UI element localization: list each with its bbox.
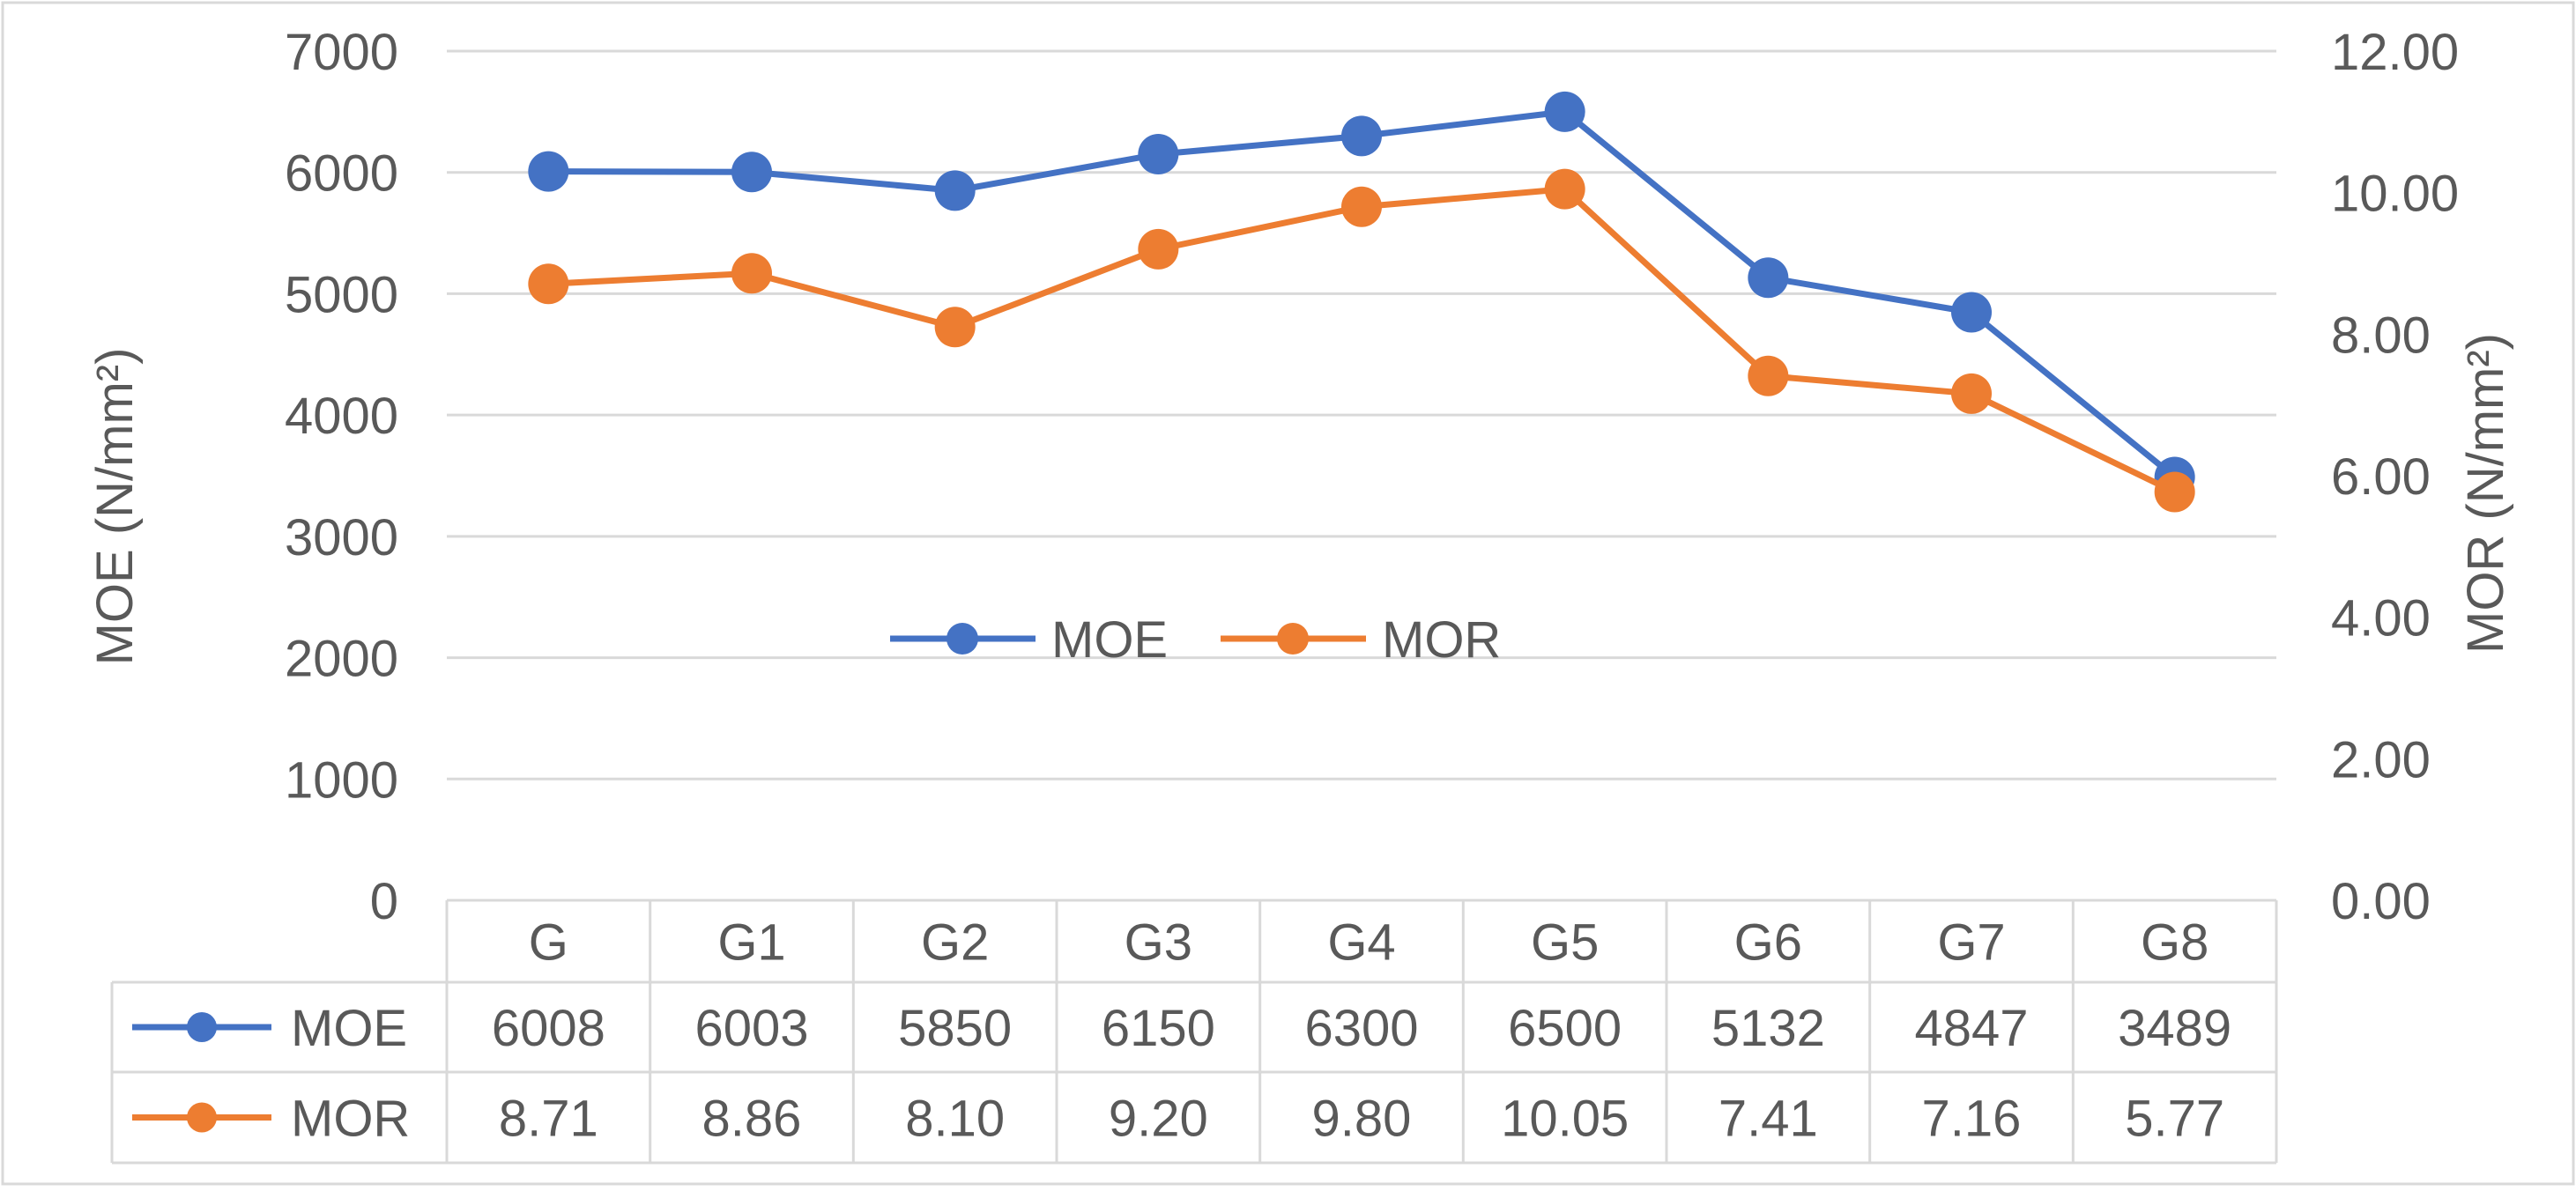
y-right-tick-label: 2.00 <box>2331 731 2431 788</box>
legend-label: MOR <box>1382 611 1501 669</box>
y-right-tick-label: 0.00 <box>2331 873 2431 930</box>
x-tick-label: G <box>529 914 568 972</box>
data-point-moe <box>934 170 976 211</box>
data-point-moe <box>1748 257 1789 299</box>
table-cell-value: 8.86 <box>702 1091 802 1148</box>
x-tick-label: G8 <box>2141 914 2209 972</box>
table-cell-value: 9.80 <box>1312 1091 1412 1148</box>
data-point-mor <box>1951 373 1992 414</box>
y-right-tick-label: 6.00 <box>2331 448 2431 506</box>
table-cell-value: 3489 <box>2118 1000 2231 1057</box>
legend-key-marker <box>947 623 978 655</box>
y-left-tick-label: 1000 <box>285 751 398 809</box>
y-left-tick-label: 7000 <box>285 24 398 81</box>
data-point-moe <box>1951 292 1992 333</box>
y-left-tick-label: 3000 <box>285 509 398 566</box>
table-cell-value: 6150 <box>1102 1000 1215 1057</box>
data-point-mor <box>528 263 569 305</box>
legend-label: MOE <box>1051 611 1168 669</box>
data-point-mor <box>1544 168 1585 210</box>
data-point-mor <box>731 253 772 294</box>
y-left-tick-label: 4000 <box>285 388 398 445</box>
x-tick-label: G3 <box>1125 914 1192 972</box>
table-legend-key-marker <box>187 1012 217 1042</box>
table-cell-value: 5.77 <box>2125 1091 2224 1148</box>
data-point-mor <box>2154 471 2195 513</box>
y-axis-right-label: MOR (N/mm²) <box>2457 333 2514 654</box>
table-cell-value: 8.71 <box>499 1091 598 1148</box>
data-point-moe <box>731 152 772 193</box>
table-legend-key-marker <box>187 1102 217 1133</box>
y-left-tick-label: 0 <box>370 873 398 930</box>
data-point-moe <box>1341 115 1382 157</box>
data-table: G G1 G2 G3 G4 G5 G6 G7 G8 MOE 6008 6003 5850 6150 6300… <box>110 899 2278 1165</box>
y-right-tick-label: 10.00 <box>2331 166 2459 223</box>
data-point-moe <box>528 151 569 192</box>
table-series-name: MOR <box>291 1091 410 1148</box>
legend-key-marker <box>1277 623 1309 655</box>
data-point-mor <box>1748 355 1789 396</box>
y-right-tick-label: 12.00 <box>2331 24 2459 81</box>
x-tick-label: G4 <box>1327 914 1395 972</box>
legend: MOE MOR <box>890 611 1501 669</box>
y-right-tick-label: 4.00 <box>2331 590 2431 647</box>
table-cell-value: 6003 <box>694 1000 808 1057</box>
x-tick-label: G7 <box>1937 914 2005 972</box>
y-left-tick-label: 5000 <box>285 266 398 323</box>
data-point-mor <box>1341 186 1382 227</box>
data-point-moe <box>1544 91 1585 132</box>
table-cell-value: 4847 <box>1914 1000 2028 1057</box>
x-tick-label: G5 <box>1531 914 1599 972</box>
x-tick-label: G1 <box>717 914 785 972</box>
y-left-tick-label: 6000 <box>285 145 398 203</box>
gridlines <box>447 49 2276 780</box>
table-cell-value: 7.16 <box>1922 1091 2022 1148</box>
axes: MOE (N/mm²) MOR (N/mm²) 0 1000 2000 3000 400… <box>86 24 2514 930</box>
table-series-name: MOE <box>291 1000 407 1057</box>
x-tick-label: G2 <box>921 914 989 972</box>
table-cell-value: 5850 <box>898 1000 1012 1057</box>
table-cell-value: 6008 <box>492 1000 605 1057</box>
y-axis-left-label: MOE (N/mm²) <box>86 348 144 666</box>
table-cell-value: 6500 <box>1508 1000 1622 1057</box>
data-point-mor <box>1138 228 1179 270</box>
y-left-tick-label: 2000 <box>285 631 398 688</box>
data-point-moe <box>1138 134 1179 175</box>
table-cell-value: 10.05 <box>1501 1091 1629 1148</box>
data-point-mor <box>934 307 976 348</box>
x-tick-label: G6 <box>1734 914 1802 972</box>
table-cell-value: 8.10 <box>905 1091 1005 1148</box>
table-cell-value: 6300 <box>1304 1000 1418 1057</box>
y-right-tick-label: 8.00 <box>2331 307 2431 364</box>
table-cell-value: 5132 <box>1711 1000 1825 1057</box>
table-cell-value: 7.41 <box>1719 1091 1818 1148</box>
series <box>528 91 2195 513</box>
table-cell-value: 9.20 <box>1109 1091 1208 1148</box>
